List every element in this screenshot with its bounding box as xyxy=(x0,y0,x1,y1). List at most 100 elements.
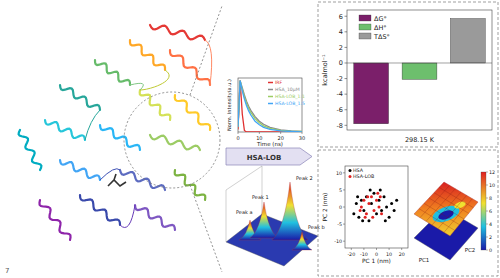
loop xyxy=(100,169,120,180)
bar xyxy=(354,63,389,124)
point xyxy=(383,195,386,198)
peak-label: Peak b xyxy=(308,224,325,230)
tick-label: -2 xyxy=(337,75,343,83)
tick xyxy=(486,172,488,173)
tick-label: 5 xyxy=(339,188,342,193)
tick xyxy=(343,241,345,242)
helix xyxy=(100,125,140,150)
mesh xyxy=(434,193,469,214)
tick-label: 4 xyxy=(489,222,492,227)
tick xyxy=(343,224,345,225)
point xyxy=(372,209,375,212)
ligand xyxy=(108,174,126,186)
legend-label: HSA_10μM xyxy=(275,87,300,93)
fel-surface xyxy=(414,182,478,260)
point xyxy=(372,192,375,195)
legend-label: TΔS° xyxy=(373,33,390,41)
legend-label: ΔG° xyxy=(374,15,387,23)
point xyxy=(393,209,396,212)
fluorescence-3d xyxy=(226,166,318,266)
mesh xyxy=(439,187,473,207)
axis-title: Norm. Intensity(a.u.) xyxy=(226,79,233,131)
bar xyxy=(450,19,485,63)
helix xyxy=(60,85,100,110)
tick xyxy=(345,78,348,79)
tick xyxy=(343,172,345,173)
tick-label: 2 xyxy=(489,235,492,240)
loop xyxy=(205,40,212,85)
loop xyxy=(130,83,143,90)
point xyxy=(364,216,367,219)
tick-label: -8 xyxy=(337,122,343,130)
point xyxy=(357,216,360,219)
helix xyxy=(175,95,210,130)
tick-label: 20 xyxy=(277,135,283,141)
loop xyxy=(120,205,135,228)
point xyxy=(367,202,370,205)
peak-label: Peak 2 xyxy=(296,175,313,181)
tick xyxy=(345,125,348,126)
tick xyxy=(345,47,348,48)
peak-label: Peak 1 xyxy=(252,194,269,200)
helix xyxy=(95,60,130,85)
legend-label: ΔH° xyxy=(374,24,387,32)
tick xyxy=(345,16,348,17)
arrow-label: HSA-LOB xyxy=(247,154,282,162)
tick-label: 2 xyxy=(339,44,343,52)
point xyxy=(361,219,364,222)
bar xyxy=(402,63,437,79)
point xyxy=(370,195,373,198)
page-number: 7 xyxy=(5,267,9,275)
zoom-circle xyxy=(124,92,220,188)
legend-swatch xyxy=(268,103,273,105)
bars xyxy=(354,19,485,124)
point xyxy=(366,195,369,198)
tick xyxy=(486,250,488,251)
surface-peak xyxy=(272,182,308,240)
legend-label: HSA xyxy=(353,168,364,173)
axis-title: kcalmol⁻¹ xyxy=(321,54,329,86)
tick-label: 10 xyxy=(489,183,495,188)
legend-label: HSA-LOB_1:5 xyxy=(275,101,305,107)
point xyxy=(380,212,383,215)
tick xyxy=(343,207,345,208)
tick xyxy=(345,109,348,110)
point xyxy=(380,209,383,212)
legend-swatch xyxy=(268,82,273,84)
tick-label: 0 xyxy=(489,248,492,253)
point xyxy=(375,199,378,202)
decay-line xyxy=(238,81,302,132)
helix xyxy=(80,195,120,225)
points xyxy=(352,188,398,222)
panel-box xyxy=(318,150,498,276)
legend-swatch xyxy=(359,15,371,21)
zoom-line xyxy=(190,6,222,95)
surface-sheet xyxy=(414,182,478,236)
point xyxy=(379,195,382,198)
point xyxy=(390,202,393,205)
tick xyxy=(389,248,390,250)
helix xyxy=(45,120,85,140)
tick xyxy=(486,198,488,199)
zoom-line xyxy=(190,185,222,272)
axis-title: PC 2 (nm) xyxy=(322,193,328,222)
point xyxy=(375,212,378,215)
helix xyxy=(130,40,165,70)
point xyxy=(367,219,370,222)
panel-box xyxy=(318,2,498,147)
legend-label: HSA-LOB xyxy=(353,174,374,179)
legend-swatch xyxy=(349,175,352,178)
loop xyxy=(85,110,100,140)
point xyxy=(385,206,388,209)
tick-label: 10 xyxy=(336,171,342,176)
mesh xyxy=(444,199,472,233)
peak-label: Peak a xyxy=(236,209,253,215)
helix xyxy=(150,135,200,150)
point xyxy=(356,195,359,198)
tick xyxy=(351,248,352,250)
tick-label: 10 xyxy=(386,252,392,257)
point xyxy=(369,188,372,191)
point xyxy=(355,202,358,205)
legend-label: IRF xyxy=(275,80,283,85)
legend-swatch xyxy=(349,169,352,172)
